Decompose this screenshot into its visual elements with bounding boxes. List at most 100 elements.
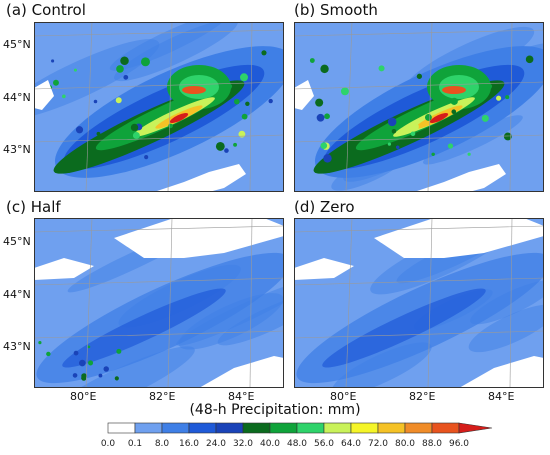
precip-cell: [130, 123, 139, 132]
dry-area: [34, 258, 94, 280]
precip-cell: [387, 142, 392, 146]
precip-cell: [505, 95, 510, 100]
precip-cell: [96, 131, 101, 136]
precip-cell: [79, 359, 86, 367]
precip-cell: [215, 142, 225, 151]
precip-cell: [496, 95, 502, 101]
colorbar-segment: [215, 422, 244, 434]
longitude-gridline: [249, 22, 253, 192]
dry-area: [199, 356, 284, 388]
colorbar-tick-label: 16.0: [179, 439, 199, 449]
longitude-gridline: [249, 218, 253, 388]
precip-cell: [120, 56, 129, 66]
precip-cell: [391, 128, 397, 134]
longitude-gridline: [345, 22, 353, 192]
precip-cell: [467, 152, 471, 156]
precip-cell: [447, 143, 454, 149]
dry-area: [294, 258, 354, 280]
latitude-gridline: [294, 81, 544, 90]
colorbar-tick-label: 24.0: [206, 439, 226, 449]
latitude-gridline: [34, 134, 284, 143]
precip-cell: [451, 109, 457, 115]
latitude-gridline: [294, 330, 544, 339]
precip-cell: [416, 73, 423, 79]
precip-cell: [72, 373, 78, 378]
precip-cell: [53, 79, 59, 86]
colorbar-segment: [269, 422, 298, 434]
colorbar-tick-label: 72.0: [368, 439, 388, 449]
lat-label-43-top: 43°N: [3, 143, 31, 156]
colorbar-segment: [296, 422, 325, 434]
precip-core: [169, 112, 189, 124]
colorbar-tick-label: 80.0: [395, 439, 415, 449]
precip-cell: [320, 142, 328, 150]
precip-band: [178, 293, 284, 350]
precip-core: [442, 86, 466, 94]
lon-label-84-right: 84°E: [488, 390, 515, 403]
precip-cell: [234, 98, 240, 105]
lat-label-43-bottom: 43°N: [3, 340, 31, 353]
precip-cell: [503, 132, 512, 141]
precip-cell: [424, 113, 432, 121]
precip-cell: [123, 74, 129, 80]
precip-cell: [73, 68, 77, 72]
panel-title-d: (d) Zero: [294, 198, 355, 216]
map-frame: [34, 218, 284, 388]
colorbar-tick-label: 32.0: [233, 439, 253, 449]
precip-cell: [93, 99, 98, 104]
precip-cell: [410, 131, 416, 137]
precip-band: [45, 346, 195, 388]
map-frame: [294, 22, 544, 192]
map-frame: [34, 22, 284, 192]
lon-label-82-right: 82°E: [409, 390, 436, 403]
lat-label-44-top: 44°N: [3, 91, 31, 104]
precip-cell: [46, 351, 51, 357]
precip-core: [182, 86, 206, 94]
precip-cell: [268, 98, 273, 104]
precip-band: [468, 304, 544, 353]
precip-cell: [51, 59, 55, 63]
colorbar-tick-label: 56.0: [314, 439, 334, 449]
precip-cell: [103, 366, 109, 372]
precip-cell: [323, 154, 332, 163]
precip-cell: [395, 145, 400, 150]
lon-label-84-left: 84°E: [228, 390, 255, 403]
precip-cell: [233, 142, 238, 147]
longitude-gridline: [345, 218, 353, 388]
precip-cell: [224, 148, 229, 153]
longitude-gridline: [85, 22, 93, 192]
colorbar-tick-label: 8.0: [155, 439, 170, 449]
precip-band: [322, 288, 486, 368]
dry-area: [459, 356, 544, 388]
precip-cell: [411, 123, 419, 131]
map-panel-zero: [294, 218, 544, 388]
latitude-gridline: [294, 29, 544, 37]
longitude-gridline: [85, 218, 93, 388]
precip-cell: [38, 341, 42, 345]
precip-cell: [73, 350, 79, 356]
dry-area: [414, 164, 506, 192]
longitude-gridline: [427, 218, 433, 388]
longitude-gridline: [167, 218, 173, 388]
precip-cell: [387, 117, 397, 127]
precip-cell: [241, 113, 248, 120]
longitude-gridline: [509, 22, 513, 192]
latitude-gridline: [34, 330, 284, 339]
precip-cell: [168, 123, 173, 129]
colorbar-tick-label: 0.0: [101, 439, 116, 449]
precip-band: [423, 115, 523, 165]
colorbar-segment: [134, 422, 163, 434]
colorbar-segment: [161, 422, 190, 434]
colorbar: 0.0 0.1 8.0 16.0 24.0 32.0 40.0 48.0 56.0 64.0 72.…: [101, 422, 493, 449]
dry-area: [114, 218, 284, 258]
lon-label-82-left: 82°E: [149, 390, 176, 403]
colorbar-tick-label: 88.0: [422, 439, 442, 449]
panel-title-c: (c) Half: [6, 198, 61, 216]
map-panel-smooth: [294, 22, 544, 192]
longitude-gridline: [509, 218, 513, 388]
latitude-gridline: [34, 81, 284, 90]
colorbar-segment-arrow: [458, 422, 493, 434]
precip-cell: [115, 97, 122, 104]
colorbar-tick-label: 48.0: [287, 439, 307, 449]
colorbar-tick-label: 0.1: [128, 439, 142, 449]
